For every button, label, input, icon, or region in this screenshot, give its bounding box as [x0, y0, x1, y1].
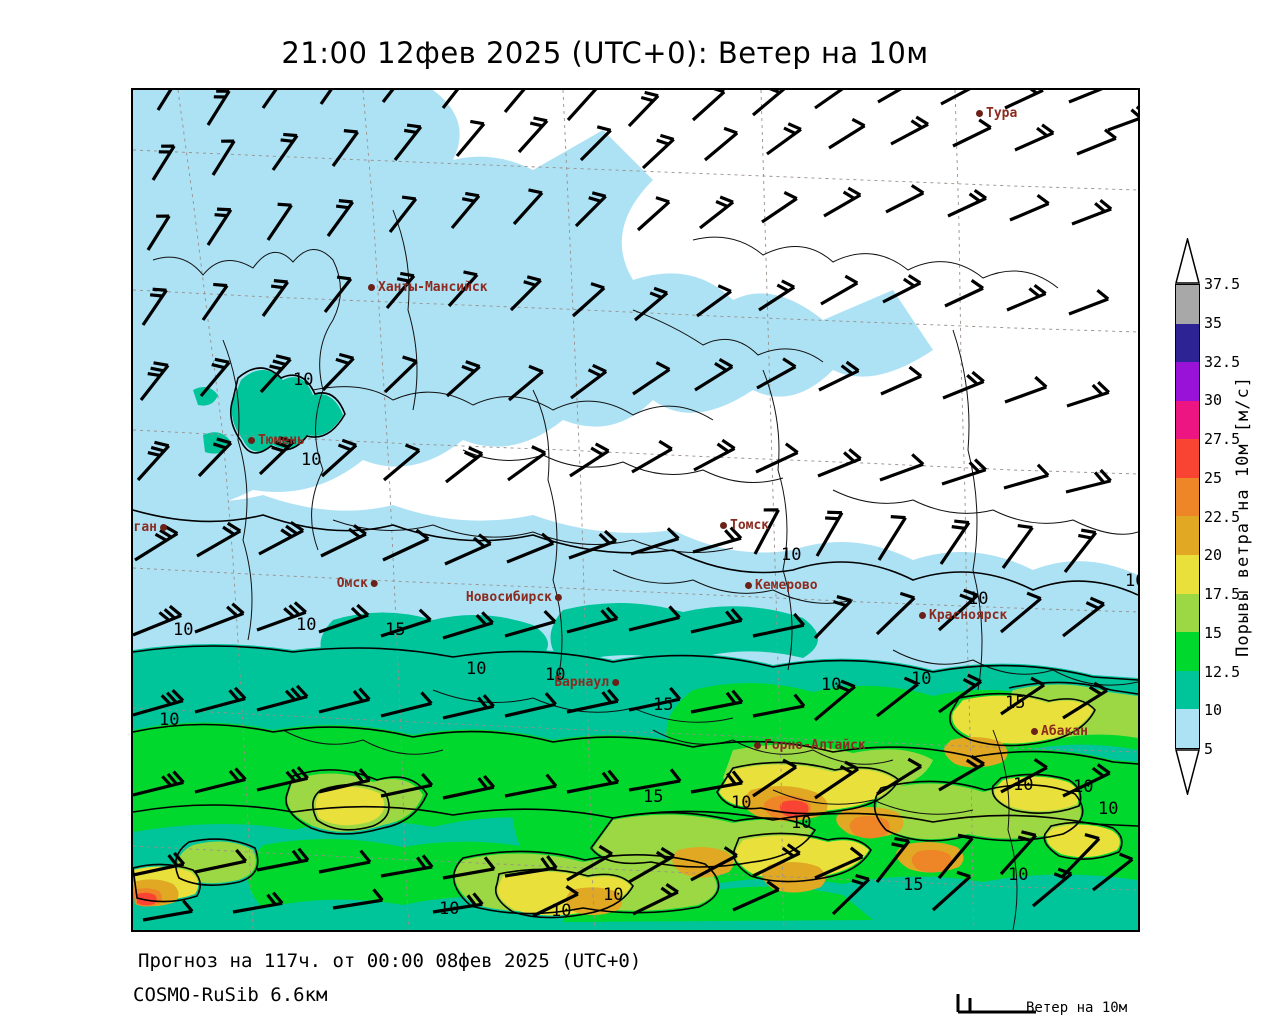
colorbar-title-text: Порывы ветра на 10м [м/с]: [1233, 375, 1253, 657]
contour-label: 10: [1125, 571, 1138, 591]
contour-label: 10: [466, 659, 486, 679]
contour-label: 10: [781, 545, 801, 565]
contour-label: 10: [301, 450, 321, 470]
colorbar-tick-label: 32.5: [1204, 352, 1241, 371]
contour-label: 10: [603, 885, 623, 905]
colorbar-tick-label: 22.5: [1204, 507, 1241, 526]
admin-boundaries: [133, 90, 1138, 930]
colorbar-cell: [1176, 516, 1199, 556]
contour-label: 10: [1013, 775, 1033, 795]
contour-label: 15: [643, 787, 663, 807]
colorbar-bottom-arrow: [1175, 749, 1200, 795]
colorbar-cell: [1176, 477, 1199, 517]
contour-label: 10: [731, 793, 751, 813]
colorbar-tick-label: 10: [1204, 701, 1223, 720]
contour-label: 10: [293, 370, 313, 390]
map-canvas: 1010101015101010101015101010151010151010…: [133, 90, 1138, 930]
colorbar-tick-label: 12.5: [1204, 662, 1241, 681]
wind-barbs: [133, 90, 1138, 922]
colorbar-cell: [1176, 593, 1199, 633]
colorbar-cell: [1176, 555, 1199, 594]
colorbar-tick-label: 17.5: [1204, 585, 1241, 603]
contour-label: 10: [159, 710, 179, 730]
contour-label: 10: [1073, 777, 1093, 797]
contour-label: 10: [791, 813, 811, 833]
forecast-info: Прогноз на 117ч. от 00:00 08фев 2025 (UT…: [138, 950, 642, 972]
colorbar-cell: [1176, 323, 1199, 363]
contour-label: 10: [968, 589, 988, 609]
colorbar-tick-label: 27.5: [1204, 430, 1241, 448]
colorbar-cell: [1176, 362, 1199, 401]
contour-label: 10: [911, 669, 931, 689]
colorbar-tick-label: 25: [1204, 468, 1223, 487]
colorbar-cell: [1176, 285, 1199, 324]
wind-barb-legend-icon: [956, 994, 1036, 1014]
wind-barb-legend-label: Ветер на 10м: [1026, 1000, 1128, 1016]
colorbar-tick-label: 15: [1204, 623, 1223, 642]
contour-label: 15: [653, 695, 673, 715]
model-info: COSMO-RuSib 6.6км: [133, 984, 328, 1006]
contour-label: 10: [1098, 799, 1118, 819]
colorbar-cell: [1176, 400, 1199, 440]
contour-label: 10: [296, 615, 316, 635]
colorbar-ticks: 37.5 35 32.5 30 27.5 25 22.5 20 17.5 15 12.5 10 5: [1204, 275, 1264, 758]
contour-label: 10: [545, 665, 565, 685]
contour-label: 15: [903, 875, 923, 895]
colorbar-tick-label: 35: [1204, 313, 1223, 332]
contour-label: 15: [1005, 693, 1025, 713]
colorbar-cell: [1176, 439, 1199, 478]
weather-map[interactable]: 1010101015101010101015101010151010151010…: [131, 88, 1140, 932]
colorbar-gradient: [1175, 284, 1200, 749]
colorbar: 37.5 35 32.5 30 27.5 25 22.5 20 17.5 15 12.5 10 5: [1170, 236, 1240, 796]
contour-label: 15: [385, 620, 405, 640]
contour-label: 10: [1008, 865, 1028, 885]
page-title: 21:00 12фев 2025 (UTC+0): Ветер на 10м: [281, 36, 929, 70]
contour-label: 10: [551, 901, 571, 921]
colorbar-tick-label: 37.5: [1204, 275, 1241, 293]
colorbar-cell: [1176, 670, 1199, 710]
colorbar-cell: [1176, 709, 1199, 748]
colorbar-top-arrow: [1175, 238, 1200, 284]
colorbar-tick-label: 20: [1204, 546, 1223, 565]
contour-label: 10: [439, 899, 459, 919]
contour-labels: 1010101015101010101015101010151010151010…: [159, 370, 1138, 921]
colorbar-tick-label: 30: [1204, 391, 1223, 410]
colorbar-tick-label: 5: [1204, 740, 1214, 758]
colorbar-title: Порывы ветра на 10м [м/с]: [1228, 236, 1258, 796]
contour-label: 10: [821, 675, 841, 695]
colorbar-cell: [1176, 632, 1199, 671]
contour-label: 10: [173, 620, 193, 640]
